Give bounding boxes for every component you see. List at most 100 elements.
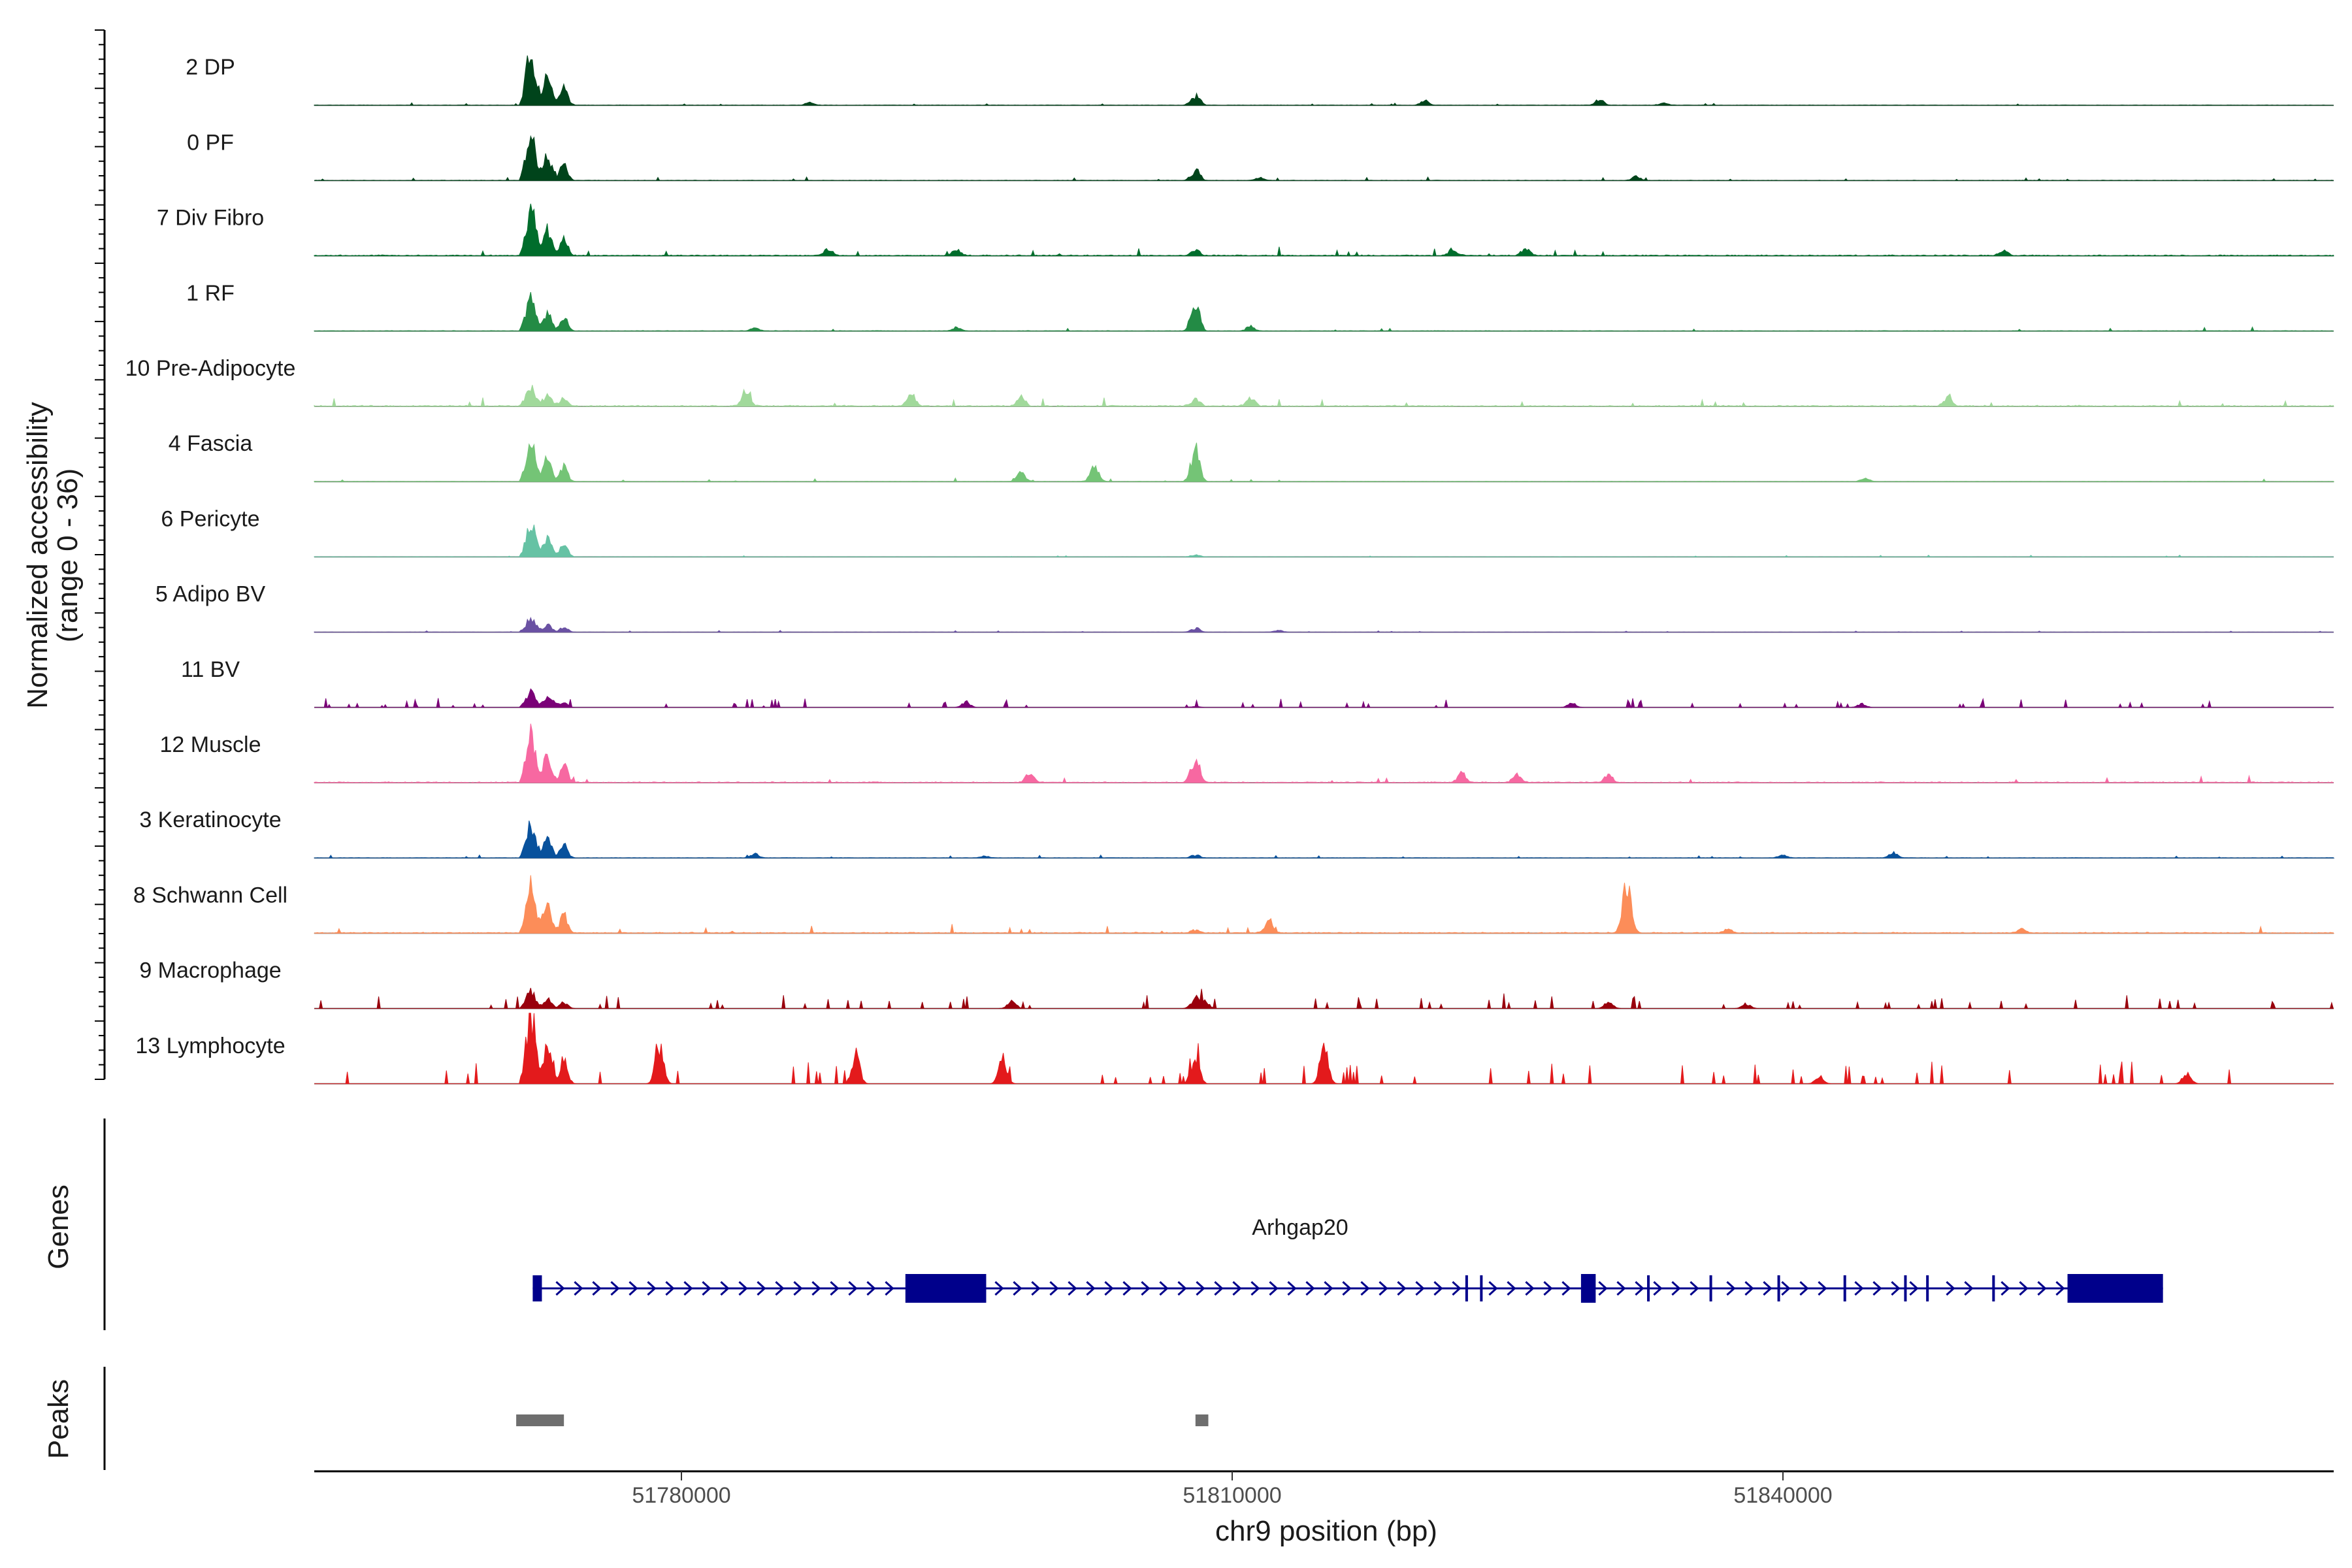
- gene-name-label: Arhgap20: [1252, 1215, 1348, 1240]
- gene-strand-arrow: [1214, 1281, 1224, 1296]
- x-axis-title: chr9 position (bp): [1215, 1515, 1437, 1547]
- gene-strand-arrow: [1232, 1281, 1242, 1296]
- gene-strand-arrow: [1690, 1281, 1699, 1296]
- gene-strand-arrow: [1049, 1281, 1059, 1296]
- gene-strand-arrow: [994, 1281, 1004, 1296]
- gene-strand-arrow: [1671, 1281, 1681, 1296]
- gene-exon: [1709, 1275, 1712, 1301]
- track-label: 2 DP: [186, 55, 235, 80]
- x-tick-label: 51840000: [1733, 1483, 1832, 1508]
- gene-strand-arrow: [1122, 1281, 1132, 1296]
- gene-strand-arrow: [1653, 1281, 1663, 1296]
- x-tick-label: 51780000: [632, 1483, 730, 1508]
- coverage-area: [314, 135, 2334, 181]
- coverage-area: [314, 203, 2334, 257]
- coverage-area: [314, 385, 2334, 407]
- track-label: 5 Adipo BV: [155, 582, 266, 607]
- gene-strand-arrow: [555, 1281, 565, 1296]
- track-label: 8 Schwann Cell: [133, 883, 287, 907]
- gene-exon: [2067, 1274, 2163, 1303]
- coverage-area: [314, 291, 2334, 332]
- gene-strand-arrow: [1799, 1281, 1809, 1296]
- coverage-area: [314, 442, 2335, 482]
- track-label: 6 Pericyte: [161, 506, 259, 531]
- track-layer: 2 DP 0 PF 7 Div Fibro 1 RF 10 Pre-Adipocyte 4…: [125, 55, 2335, 1085]
- track-8: 5 Adipo BV: [155, 582, 2334, 633]
- gene-exon: [1647, 1275, 1650, 1301]
- gene-layer: [532, 1274, 2163, 1303]
- gene-strand-arrow: [1068, 1281, 1077, 1296]
- gene-strand-arrow: [592, 1281, 602, 1296]
- gene-strand-arrow: [1342, 1281, 1352, 1296]
- track-label: 0 PF: [187, 130, 234, 155]
- gene-strand-arrow: [1561, 1281, 1571, 1296]
- track-11: 3 Keratinocyte: [139, 808, 2335, 859]
- gene-strand-arrow: [647, 1281, 657, 1296]
- gene-strand-arrow: [1415, 1281, 1425, 1296]
- coverage-area: [314, 617, 2334, 633]
- gene-strand-arrow: [1891, 1281, 1901, 1296]
- gene-exon: [1926, 1275, 1929, 1301]
- track-13: 9 Macrophage: [139, 958, 2334, 1010]
- coverage-area: [314, 723, 2334, 783]
- track-7: 6 Pericyte: [161, 506, 2334, 558]
- gene-strand-arrow: [793, 1281, 803, 1296]
- gene-strand-arrow: [1635, 1281, 1644, 1296]
- track-9: 11 BV: [181, 657, 2334, 709]
- peak-region: [516, 1414, 564, 1426]
- gene-strand-arrow: [574, 1281, 583, 1296]
- gene-strand-arrow: [1946, 1281, 1955, 1296]
- gene-strand-arrow: [866, 1281, 876, 1296]
- gene-strand-arrow: [811, 1281, 821, 1296]
- x-tick-label: 51810000: [1183, 1483, 1281, 1508]
- gene-strand-arrow: [1543, 1281, 1553, 1296]
- track-12: 8 Schwann Cell: [133, 875, 2335, 934]
- gene-strand-arrow: [1763, 1281, 1772, 1296]
- coverage-area: [314, 987, 2334, 1010]
- gene-exon: [905, 1274, 987, 1303]
- gene-strand-arrow: [1616, 1281, 1626, 1296]
- gene-strand-arrow: [848, 1281, 858, 1296]
- track-label: 9 Macrophage: [139, 958, 281, 983]
- gene-strand-arrow: [1397, 1281, 1407, 1296]
- gene-strand-arrow: [1269, 1281, 1279, 1296]
- track-3: 7 Div Fibro: [157, 203, 2334, 257]
- genes-panel-label: Genes: [42, 1184, 74, 1269]
- track-label: 13 Lymphocyte: [135, 1034, 285, 1058]
- track-6: 4 Fascia: [169, 431, 2335, 483]
- coverage-area: [314, 524, 2334, 557]
- gene-strand-arrow: [1013, 1281, 1022, 1296]
- peak-layer: [516, 1414, 1209, 1426]
- gene-exon: [1904, 1275, 1907, 1301]
- gene-strand-arrow: [610, 1281, 620, 1296]
- gene-strand-arrow: [1141, 1281, 1151, 1296]
- y-axis-title-line1: Normalized accessibility: [22, 402, 54, 708]
- track-1: 2 DP: [186, 55, 2334, 106]
- track-label: 11 BV: [181, 657, 240, 682]
- gene-strand-arrow: [1086, 1281, 1096, 1296]
- gene-strand-arrow: [683, 1281, 693, 1296]
- gene-strand-arrow: [629, 1281, 638, 1296]
- gene-strand-arrow: [2055, 1281, 2065, 1296]
- gene-strand-arrow: [1305, 1281, 1315, 1296]
- gene-exon: [1992, 1275, 1995, 1301]
- peaks-panel-label: Peaks: [42, 1379, 74, 1459]
- gene-strand-arrow: [1726, 1281, 1736, 1296]
- gene-exon: [1777, 1275, 1780, 1301]
- coverage-area: [314, 875, 2335, 934]
- gene-exon: [1480, 1275, 1483, 1301]
- track-4: 1 RF: [186, 281, 2334, 332]
- gene-strand-arrow: [738, 1281, 748, 1296]
- gene-strand-arrow: [702, 1281, 711, 1296]
- gene-exon: [532, 1275, 542, 1301]
- gene-strand-arrow: [1196, 1281, 1205, 1296]
- gene-strand-arrow: [885, 1281, 894, 1296]
- track-label: 3 Keratinocyte: [139, 808, 281, 832]
- gene-strand-arrow: [1818, 1281, 1827, 1296]
- track-label: 4 Fascia: [169, 431, 253, 456]
- gene-strand-arrow: [1781, 1281, 1791, 1296]
- gene-strand-arrow: [1177, 1281, 1187, 1296]
- peak-region: [1195, 1414, 1209, 1426]
- coverage-area: [314, 820, 2335, 858]
